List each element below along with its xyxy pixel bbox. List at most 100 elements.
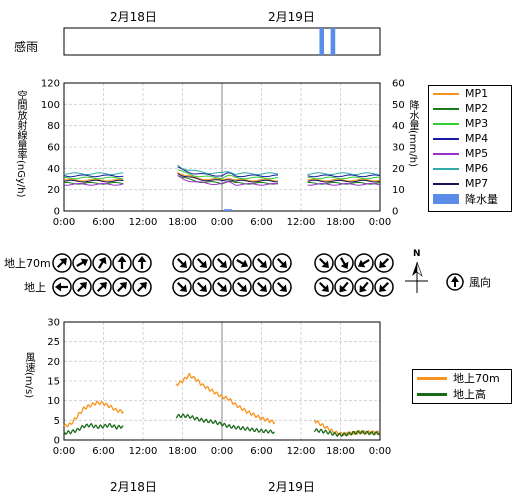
wind-xtick-6: 12:00: [287, 446, 316, 457]
wind-arrow-icon: [172, 253, 192, 273]
wind-arrow-icon: [92, 253, 112, 273]
wind-series-lines: [63, 372, 381, 438]
rain-sense-bars: [319, 28, 336, 55]
legend-text: MP1: [465, 87, 489, 100]
dose-xtick-4: 0:00: [211, 217, 233, 228]
dose-ylabel: 空間放射線量率(nGy/h): [15, 90, 26, 198]
dose-xtick-3: 18:00: [168, 217, 197, 228]
wind-ytick-0: 0: [54, 436, 60, 447]
legend-text: MP5: [465, 147, 489, 160]
dose-legend-item: MP1: [429, 86, 511, 101]
dose-legend-item: MP6: [429, 161, 511, 176]
legend-text: MP2: [465, 102, 489, 115]
wind-arrow-icon: [212, 253, 232, 273]
wind-direction-circles: [52, 253, 394, 297]
legend-text: MP4: [465, 132, 489, 145]
wind-ytick-3: 15: [47, 377, 60, 388]
dose-xtick-0: 0:00: [53, 217, 75, 228]
dose-legend-item-precip: 降水量: [429, 191, 511, 207]
wind-line-0-seg-0: [63, 400, 124, 428]
wind-xtick-0: 0:00: [53, 446, 75, 457]
wind-line-1-seg-0: [63, 422, 124, 435]
legend-swatch: [417, 392, 447, 396]
dose-legend: MP1 MP2 MP3 MP4 MP5 MP6 MP7 降水量: [428, 85, 512, 212]
wind-arrow-icon: [272, 253, 292, 273]
wind-ytick-2: 10: [47, 396, 60, 407]
wind-legend-item: 地上70m: [413, 370, 511, 386]
dose-y2tick-1: 10: [392, 185, 405, 196]
wind-arrow-icon: [314, 277, 334, 297]
dose-line-MP3: [63, 169, 380, 180]
wind-arrow-icon: [52, 253, 72, 273]
legend-swatch: [433, 182, 459, 185]
rain-sense-bar-1: [330, 28, 336, 55]
legend-swatch: [433, 194, 459, 204]
date-label-top-2: 2月19日: [268, 10, 315, 24]
wind-arrow-icon: [314, 253, 334, 273]
wind-arrow-icon: [272, 277, 292, 297]
dose-xtick-5: 6:00: [250, 217, 272, 228]
wind-legend: 地上70m 地上高: [412, 369, 512, 404]
wind-line-0-seg-1: [175, 372, 276, 425]
dose-legend-item: MP2: [429, 101, 511, 116]
legend-swatch: [417, 376, 447, 380]
wdir-row-label-70m: 地上70m: [4, 257, 51, 270]
wdir-row-label-ground: 地上: [24, 281, 46, 294]
wind-xtick-4: 0:00: [211, 446, 233, 457]
dose-xtick-1: 6:00: [92, 217, 114, 228]
wind-arrow-icon: [252, 253, 272, 273]
wind-arrow-icon: [132, 277, 152, 297]
wind-arrow-icon: [374, 277, 394, 297]
wind-xtick-7: 18:00: [326, 446, 355, 457]
dose-ylabel2: 降水量(mm/h): [407, 100, 418, 167]
dose-grid: [64, 83, 380, 211]
legend-text: MP7: [465, 177, 489, 190]
legend-swatch: [433, 107, 459, 110]
wind-arrow-icon: [112, 277, 132, 297]
legend-swatch: [433, 167, 459, 170]
rain-sense-bar-0: [319, 28, 325, 55]
dose-legend-item: MP7: [429, 176, 511, 191]
date-label-top-1: 2月18日: [110, 10, 157, 24]
dose-y2tick-2: 20: [392, 164, 405, 175]
wind-arrow-icon: [132, 253, 152, 273]
dose-line-MP4: [63, 166, 381, 178]
wind-xtick-5: 6:00: [250, 446, 272, 457]
north-label: N: [413, 249, 421, 259]
wind-arrow-icon: [334, 253, 354, 273]
rain-sense-label: 感雨: [14, 40, 39, 54]
wind-arrow-icon: [112, 253, 132, 273]
date-label-bottom-2: 2月19日: [268, 480, 315, 494]
wind-plot-frame: [63, 321, 381, 441]
wind-arrow-icon: [374, 253, 394, 273]
wind-arrow-icon: [334, 277, 354, 297]
wind-arrow-icon: [192, 277, 212, 297]
legend-text: 地上70m: [453, 372, 500, 385]
wind-arrow-icon: [72, 253, 92, 273]
legend-swatch: [433, 122, 459, 125]
rain-sense-box: [63, 27, 381, 56]
legend-swatch: [433, 92, 459, 95]
wind-arrow-icon: [354, 253, 374, 273]
dose-axes: 0 20 40 60 80 100 120 0 10 20 30 40 50 60 0:00 6:00 12:0…: [41, 79, 405, 229]
wind-arrow-icon: [252, 277, 272, 297]
dose-ytick-4: 80: [47, 121, 60, 132]
date-label-bottom-1: 2月18日: [110, 480, 157, 494]
dose-line-MP6: [63, 164, 380, 175]
precip-bar-0: [223, 209, 232, 211]
north-arrow-icon: [405, 261, 428, 293]
wind-axes: 0 5 10 15 20 25 30 0:00 6:00 12:00 18:00 0:00 6:00 12…: [47, 318, 391, 458]
wind-direction-legend-label: 風向: [469, 275, 491, 289]
wind-line-1-seg-1: [175, 413, 275, 435]
legend-text: MP3: [465, 117, 489, 130]
wind-arrow-icon: [172, 277, 192, 297]
dose-y2tick-0: 0: [392, 207, 398, 218]
dose-legend-item: MP3: [429, 116, 511, 131]
legend-swatch: [433, 152, 459, 155]
wind-xtick-3: 18:00: [168, 446, 197, 457]
dose-line-MP5: [63, 174, 381, 186]
dose-y2tick-4: 40: [392, 121, 405, 132]
wind-arrow-icon: [52, 277, 72, 297]
wind-line-1-seg-2: [313, 428, 381, 438]
